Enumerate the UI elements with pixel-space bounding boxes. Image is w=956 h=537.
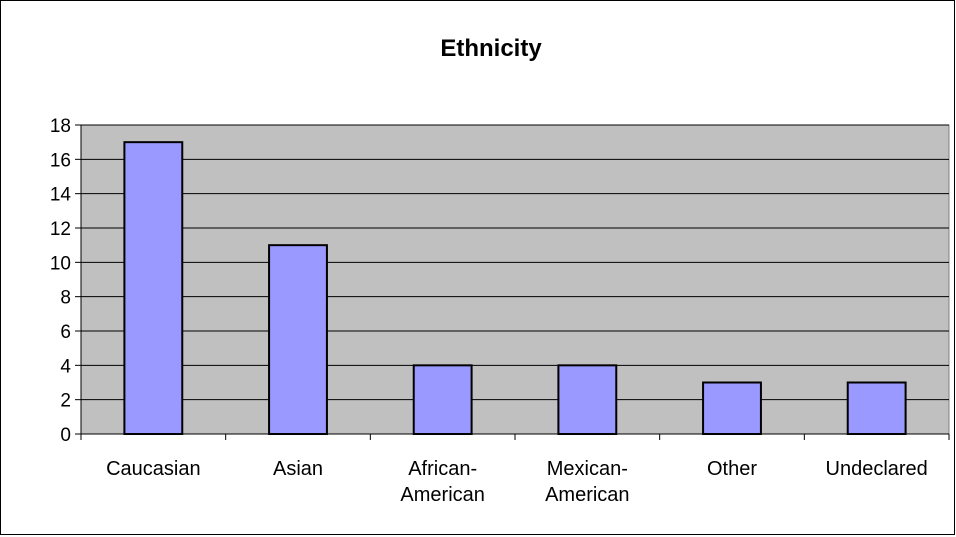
y-tick-label: 12 bbox=[50, 219, 71, 240]
x-tick-label-line: Undeclared bbox=[826, 458, 928, 480]
bar-undeclared bbox=[846, 381, 907, 435]
axes bbox=[75, 124, 950, 440]
bars bbox=[123, 141, 907, 436]
x-tick-label-line: Mexican- bbox=[547, 458, 628, 480]
bar-african-american bbox=[412, 364, 473, 436]
x-tick-labels: Caucasian Asian African- American Mexican- Am… bbox=[106, 458, 928, 506]
bar-asian bbox=[268, 244, 328, 435]
y-tick-label: 16 bbox=[50, 150, 71, 171]
x-tick-label: Other bbox=[707, 458, 757, 480]
x-tick-label-line: African- bbox=[408, 458, 477, 480]
bar-mexican-american bbox=[557, 364, 618, 436]
y-tick-label: 2 bbox=[60, 391, 71, 412]
y-tick-label: 8 bbox=[60, 288, 71, 309]
x-tick-label: Asian bbox=[273, 458, 323, 480]
y-tick-label: 14 bbox=[50, 185, 72, 206]
x-tick-label: Mexican- American bbox=[545, 458, 629, 506]
bar-other bbox=[702, 381, 762, 435]
x-tick-label: African- American bbox=[400, 458, 484, 506]
x-tick-label-line: American bbox=[400, 484, 484, 506]
y-tick-label: 18 bbox=[50, 116, 71, 137]
x-tick-label-line: Other bbox=[707, 458, 757, 480]
plot-area bbox=[80, 124, 950, 435]
gridlines bbox=[81, 124, 949, 401]
x-tick-label-line: Asian bbox=[273, 458, 323, 480]
bar-caucasian bbox=[123, 141, 184, 436]
x-tick-label-line: American bbox=[545, 484, 629, 506]
y-tick-label: 6 bbox=[60, 322, 71, 343]
y-tick-labels: 0 2 4 6 8 10 12 14 16 18 bbox=[50, 116, 72, 446]
y-tick-label: 0 bbox=[60, 425, 71, 446]
x-tick-label-line: Caucasian bbox=[106, 458, 201, 480]
chart-title: Ethnicity bbox=[440, 35, 542, 62]
y-tick-label: 4 bbox=[60, 356, 71, 377]
x-tick-label: Caucasian bbox=[106, 458, 201, 480]
x-tick-label: Undeclared bbox=[826, 458, 928, 480]
y-tick-label: 10 bbox=[50, 253, 71, 274]
